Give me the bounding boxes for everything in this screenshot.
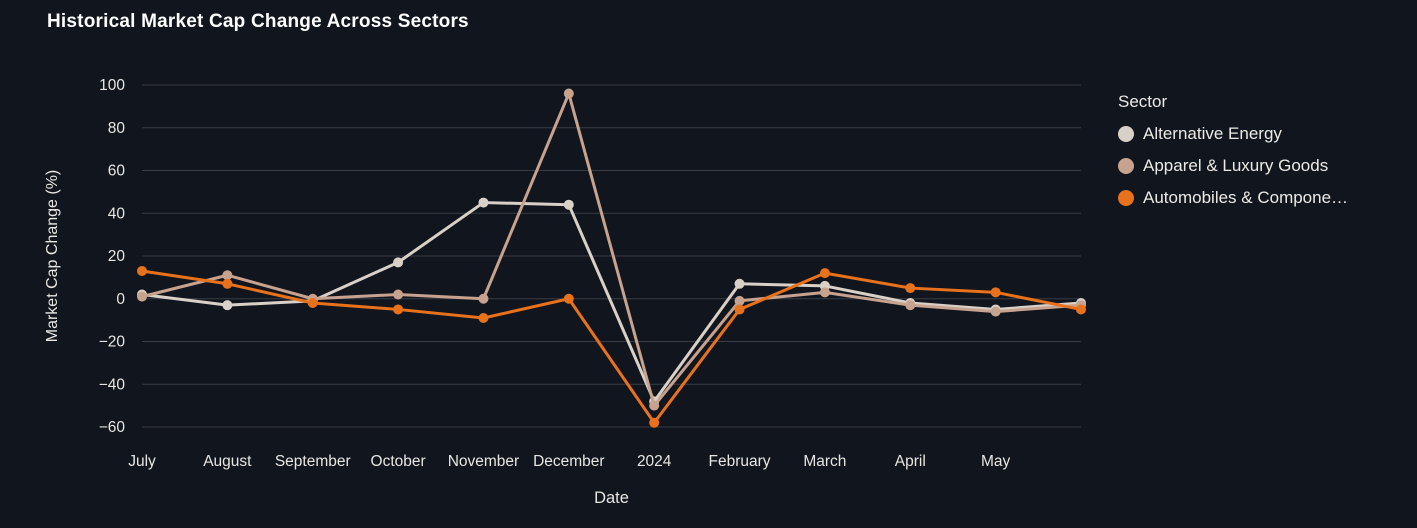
data-point: [649, 417, 660, 428]
data-point: [137, 265, 147, 276]
data-point: [990, 306, 1001, 317]
data-point: [478, 312, 489, 323]
y-tick-label: 0: [116, 291, 125, 308]
x-tick-label: February: [709, 453, 771, 470]
data-point: [222, 270, 233, 281]
legend-swatch-circle-icon: [1118, 158, 1134, 174]
data-point: [819, 268, 830, 279]
x-tick-label: 2024: [637, 453, 672, 470]
legend-label: Apparel & Luxury Goods: [1143, 156, 1329, 175]
y-tick-label: 80: [108, 120, 126, 137]
x-tick-label: March: [803, 453, 846, 470]
x-tick-label: September: [275, 453, 351, 470]
data-point: [393, 257, 404, 268]
data-point: [563, 293, 574, 304]
series-line: [140, 269, 1083, 425]
series: [137, 265, 1086, 428]
data-point: [734, 295, 745, 306]
y-axis-title: Market Cap Change (%): [44, 170, 61, 343]
series-line: [140, 201, 1083, 403]
data-point: [905, 300, 916, 311]
y-tick-label: −60: [99, 419, 126, 436]
x-tick-label: May: [981, 453, 1011, 470]
data-point: [1076, 304, 1086, 315]
y-grid: 100 80 60 40 20 0 −20 −40 −60: [99, 77, 1081, 436]
x-tick-label: April: [895, 453, 926, 470]
legend-title: Sector: [1118, 92, 1168, 111]
legend-label: Alternative Energy: [1143, 124, 1282, 143]
legend-label: Automobiles & Compone…: [1143, 188, 1349, 207]
legend-swatch-circle-icon: [1118, 126, 1134, 142]
y-tick-label: 100: [99, 77, 125, 94]
data-point: [734, 304, 745, 315]
y-tick-label: 60: [108, 163, 126, 180]
data-point: [905, 283, 916, 294]
x-tick-label: July: [128, 453, 156, 470]
legend-item-automobiles-components[interactable]: Automobiles & Compone…: [1118, 188, 1348, 208]
x-tick-label: August: [203, 453, 252, 470]
data-point: [222, 278, 233, 289]
legend-swatch-circle-icon: [1118, 190, 1134, 206]
x-tick-label: November: [448, 453, 520, 470]
series-line: [140, 92, 1083, 408]
data-point: [478, 293, 489, 304]
series: [137, 88, 1086, 411]
legend-item-alternative-energy[interactable]: Alternative Energy: [1118, 124, 1348, 144]
y-tick-label: −20: [99, 334, 126, 351]
data-point: [307, 298, 318, 309]
data-point: [563, 199, 574, 210]
legend: Sector Alternative Energy Apparel & Luxu…: [1118, 92, 1348, 208]
data-point: [990, 287, 1001, 298]
data-point: [393, 289, 404, 300]
x-tick-label: December: [533, 453, 605, 470]
y-tick-label: −40: [99, 376, 126, 393]
data-point: [563, 88, 574, 99]
x-tick-label: October: [371, 453, 426, 470]
data-point: [734, 278, 745, 289]
data-point: [819, 287, 830, 298]
data-point: [649, 400, 660, 411]
data-point: [137, 291, 147, 302]
y-tick-label: 40: [108, 205, 126, 222]
data-point: [478, 197, 489, 208]
series: [137, 197, 1086, 407]
x-axis-title: Date: [594, 489, 629, 507]
y-tick-label: 20: [108, 248, 126, 265]
legend-item-apparel-luxury-goods[interactable]: Apparel & Luxury Goods: [1118, 156, 1348, 176]
data-point: [393, 304, 404, 315]
data-point: [222, 300, 233, 311]
chart-title: Historical Market Cap Change Across Sect…: [47, 11, 469, 32]
x-axis: July August September October November Decemb…: [128, 453, 1010, 470]
